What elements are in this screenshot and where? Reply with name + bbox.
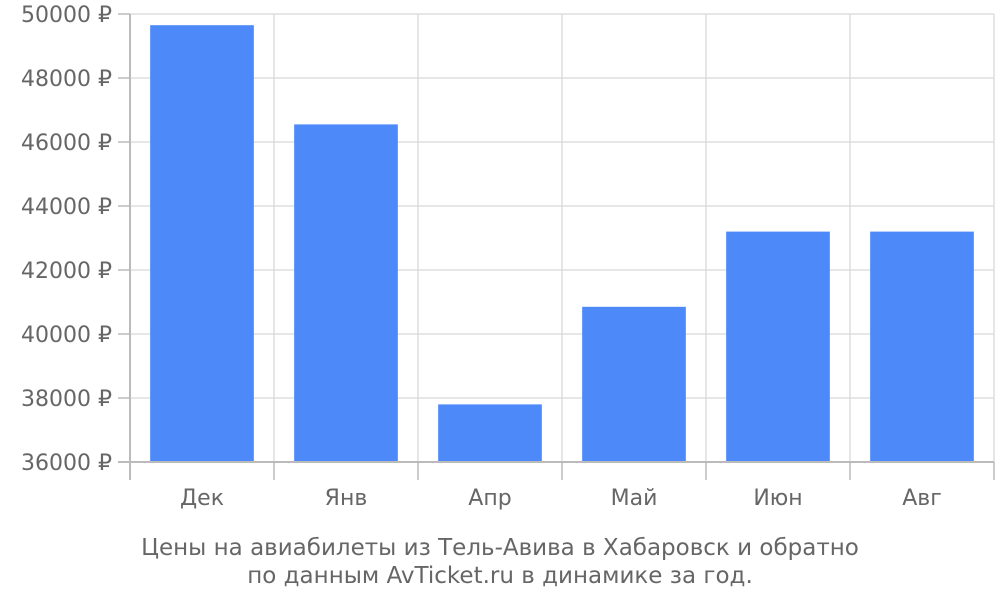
bar: [582, 306, 686, 462]
y-tick-label: 50000 ₽: [21, 3, 112, 28]
x-tick-label: Апр: [468, 486, 511, 511]
bar: [294, 124, 398, 463]
y-tick-labels: 36000 ₽ 38000 ₽ 40000 ₽ 42000 ₽ 44000 ₽ 46000…: [21, 3, 112, 476]
y-tick-label: 42000 ₽: [21, 259, 112, 284]
y-tick-label: 48000 ₽: [21, 67, 112, 92]
y-tick-label: 38000 ₽: [21, 387, 112, 412]
y-tick-label: 44000 ₽: [21, 195, 112, 220]
grid-lines: [129, 13, 995, 463]
bar: [438, 404, 542, 462]
axes: [118, 13, 995, 480]
y-tick-label: 40000 ₽: [21, 323, 112, 348]
bar: [870, 231, 974, 462]
x-tick-label: Янв: [325, 486, 368, 511]
y-tick-label: 36000 ₽: [21, 451, 112, 476]
bars: [150, 25, 974, 463]
y-tick-label: 46000 ₽: [21, 131, 112, 156]
x-tick-label: Май: [611, 486, 658, 511]
x-tick-label: Июн: [753, 486, 802, 511]
x-tick-label: Дек: [180, 486, 224, 511]
chart-caption-line-2: по данным AvTicket.ru в динамике за год.: [247, 563, 753, 589]
bar: [150, 25, 254, 462]
x-tick-label: Авг: [902, 486, 942, 511]
bar: [726, 231, 830, 462]
x-tick-labels: Дек Янв Апр Май Июн Авг: [180, 486, 942, 511]
chart-caption-line-1: Цены на авиабилеты из Тель-Авива в Хабар…: [141, 535, 859, 561]
